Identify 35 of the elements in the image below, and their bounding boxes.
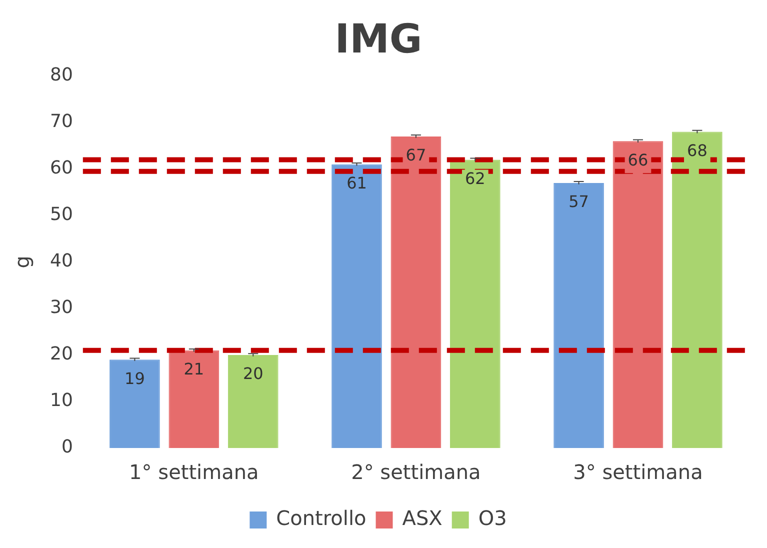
- data-label: 68: [687, 140, 708, 160]
- bar: [554, 182, 604, 448]
- y-axis-title: g: [10, 256, 34, 268]
- y-tick-label: 70: [50, 111, 73, 132]
- bar: [228, 355, 278, 448]
- bar: [390, 136, 442, 448]
- bar: [672, 132, 722, 448]
- y-tick-label: 20: [50, 344, 73, 365]
- chart-title: IMG: [334, 16, 422, 62]
- data-label: 62: [464, 168, 486, 188]
- data-label: 19: [124, 368, 145, 388]
- data-label: 66: [628, 150, 648, 170]
- y-tick-label: 80: [50, 64, 73, 86]
- y-tick-label: 30: [50, 297, 73, 318]
- bar: [110, 360, 160, 448]
- x-tick-label: 3° settimana: [573, 460, 703, 484]
- data-label: 20: [242, 364, 264, 384]
- data-label: 67: [406, 146, 426, 165]
- y-tick-label: 60: [50, 158, 73, 179]
- data-label: 21: [184, 360, 204, 379]
- legend-label: O3: [478, 506, 507, 530]
- legend-label: ASX: [402, 506, 443, 530]
- bar: [168, 350, 220, 448]
- data-label: 57: [568, 192, 589, 212]
- x-tick-label: 1° settimana: [129, 460, 259, 484]
- y-tick-label: 0: [61, 436, 73, 458]
- data-label: 61: [346, 174, 367, 193]
- x-tick-label: 2° settimana: [351, 460, 481, 484]
- bar: [332, 164, 382, 448]
- y-tick-label: 50: [50, 204, 73, 226]
- legend-label: Controllo: [276, 506, 366, 530]
- bar: [450, 160, 500, 448]
- y-tick-label: 10: [50, 390, 73, 412]
- bar: [612, 141, 664, 448]
- y-tick-label: 40: [50, 250, 73, 272]
